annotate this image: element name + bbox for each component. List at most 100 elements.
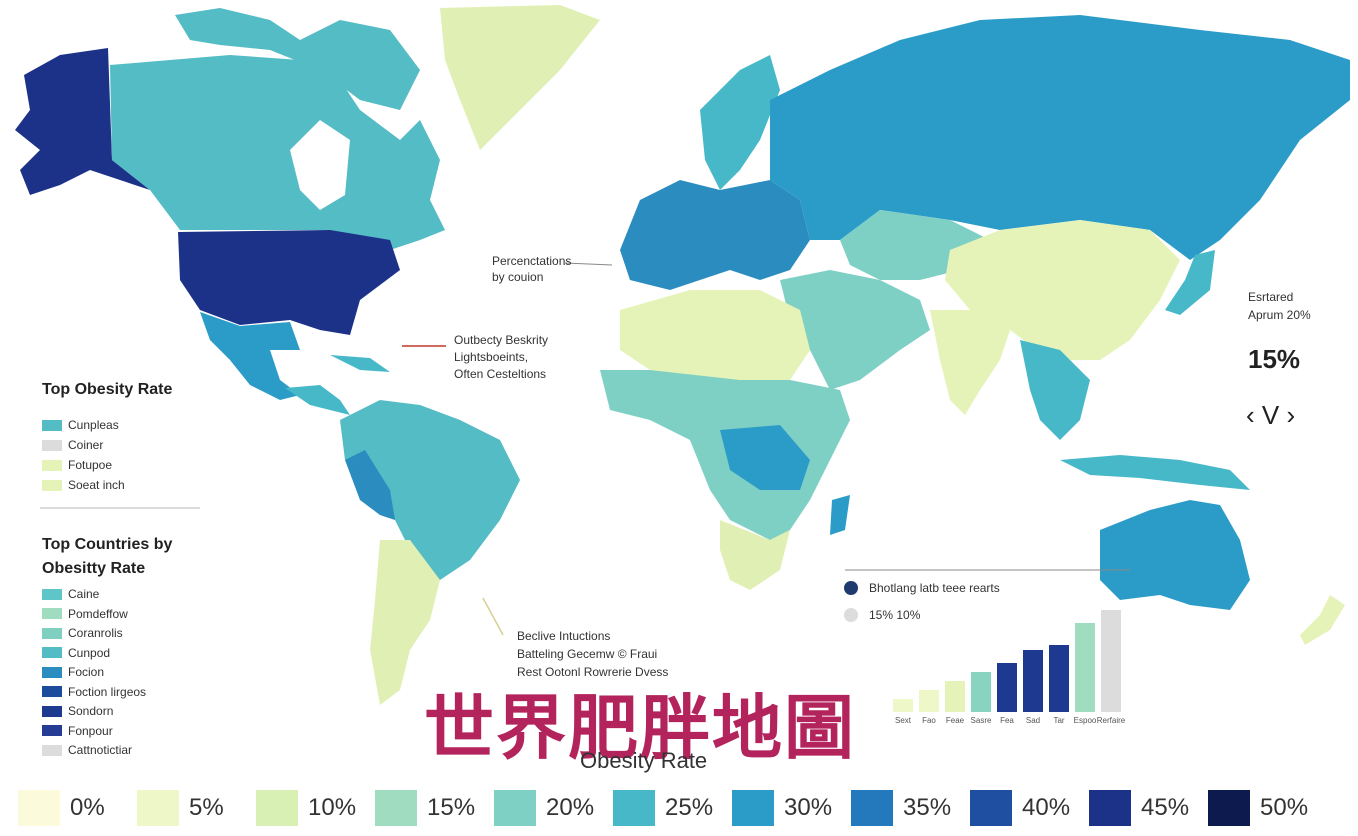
inset-legend-label1: Bhotlang latb teee rearts xyxy=(869,581,1000,595)
region-argentina[interactable] xyxy=(370,540,440,705)
region-mexico[interactable] xyxy=(200,312,300,400)
region-canada[interactable] xyxy=(110,55,445,260)
scale-label: 10% xyxy=(308,794,357,821)
inset-bar xyxy=(997,663,1017,712)
region-new-zealand[interactable] xyxy=(1300,595,1345,645)
scale-cell: 35% xyxy=(851,788,951,828)
right-panel-value: 15% xyxy=(1248,344,1301,374)
inset-bar xyxy=(1049,645,1069,712)
region-peru[interactable] xyxy=(345,450,395,520)
inset-bar xyxy=(1101,610,1121,712)
legend-label: Fonpour xyxy=(68,723,113,738)
scale-cell: 20% xyxy=(494,788,594,828)
region-southern-africa[interactable] xyxy=(720,520,790,590)
scale-cell: 15% xyxy=(375,788,475,828)
annotation-bottom-line1: Beclive Intuctions xyxy=(517,629,611,643)
legend-item: Foction lirgeos xyxy=(42,685,146,699)
legend-label: Coranrolis xyxy=(68,626,123,640)
inset-bar-label: Sext xyxy=(894,716,911,725)
region-middle-east[interactable] xyxy=(780,270,930,390)
annotation-bottom-line3: Rest Ootonl Rowrerie Dvess xyxy=(517,665,669,679)
legend-item: Coranrolis xyxy=(42,626,123,640)
region-canada-islands[interactable] xyxy=(175,8,420,110)
scale-swatch xyxy=(137,790,179,826)
inset-bar-label: Tar xyxy=(1053,716,1065,725)
region-united-states[interactable] xyxy=(178,230,400,335)
region-caribbean[interactable] xyxy=(330,355,390,372)
scale-cell: 0% xyxy=(18,788,105,828)
scale-title: Obesity Rate xyxy=(580,748,708,773)
annotation-percentages-line1: Percenctations xyxy=(492,254,572,268)
inset-bar-label: Fao xyxy=(922,716,936,725)
legend-label: Foction lirgeos xyxy=(68,684,147,699)
legend-swatch xyxy=(42,725,62,736)
legend-label: Cunpleas xyxy=(68,418,119,432)
region-china[interactable] xyxy=(945,220,1180,360)
legend-item: Cunpleas xyxy=(42,418,119,432)
color-scale-legend: 0% 5% 10% 15% 20% 25% 30% 35% 40% 45% 50% xyxy=(18,788,1348,828)
region-south-america-north[interactable] xyxy=(340,400,520,580)
region-alaska[interactable] xyxy=(15,48,150,195)
inset-bar xyxy=(893,698,913,712)
legend-label: Cunpod xyxy=(68,645,111,660)
scale-label: 0% xyxy=(70,794,105,821)
region-europe[interactable] xyxy=(620,180,810,290)
left-panel-title2a: Top Countries by xyxy=(42,536,173,553)
right-panel-label2: Aprum 20% xyxy=(1248,308,1311,322)
inset-bar-label: Fea xyxy=(1000,716,1014,725)
region-japan[interactable] xyxy=(1165,250,1215,315)
scale-swatch xyxy=(851,790,893,826)
region-russia[interactable] xyxy=(770,15,1350,260)
annotation-obesity-line3: Often Cesteltions xyxy=(454,367,547,381)
legend-swatch xyxy=(42,479,62,491)
legend-item: Fonpour xyxy=(42,724,113,738)
scale-swatch xyxy=(732,790,774,826)
scale-swatch xyxy=(256,790,298,826)
annotation-obesity-line2: Lightsboeints, xyxy=(454,350,529,364)
legend-swatch xyxy=(42,686,62,697)
inset-bar xyxy=(919,689,939,712)
left-panel-title2b: Obesitty Rate xyxy=(42,560,146,577)
scale-label: 45% xyxy=(1141,794,1190,821)
legend-label: Focion xyxy=(68,665,105,679)
legend-item: Fotupoe xyxy=(42,458,112,472)
region-central-africa[interactable] xyxy=(720,425,810,490)
legend-label: Caine xyxy=(68,587,100,601)
region-central-america[interactable] xyxy=(285,385,350,415)
region-madagascar[interactable] xyxy=(830,495,850,535)
region-greenland[interactable] xyxy=(440,5,600,150)
region-north-africa[interactable] xyxy=(620,290,810,380)
region-scandinavia[interactable] xyxy=(700,55,780,190)
region-southeast-asia[interactable] xyxy=(1020,340,1090,440)
scale-swatch xyxy=(494,790,536,826)
scale-swatch xyxy=(375,790,417,826)
inset-legend-dot-light xyxy=(844,608,858,622)
scale-cell: 50% xyxy=(1208,788,1308,828)
legend-label: Soeat inch xyxy=(68,478,125,492)
scale-swatch xyxy=(613,790,655,826)
annotation-line-bottom xyxy=(482,597,504,636)
inset-bar-label: Sasre xyxy=(970,716,992,725)
scale-label: 50% xyxy=(1260,794,1309,821)
legend-swatch xyxy=(42,588,62,600)
scale-cell: 45% xyxy=(1089,788,1189,828)
legend-label: Sondorn xyxy=(68,704,114,718)
annotation-percentages-line2: by couion xyxy=(492,270,544,284)
legend-swatch xyxy=(42,627,62,639)
scale-swatch xyxy=(1089,790,1131,826)
region-africa[interactable] xyxy=(600,370,850,540)
inset-bar xyxy=(945,680,965,712)
annotation-line-percentages xyxy=(564,262,613,266)
region-india[interactable] xyxy=(930,310,1010,415)
right-panel-nav[interactable]: ‹ V › xyxy=(1246,400,1296,430)
legend-swatch xyxy=(42,419,62,431)
legend-label: Cattnotictiar xyxy=(68,743,133,757)
region-australia[interactable] xyxy=(1100,500,1250,610)
legend-item: Focion xyxy=(42,665,104,679)
scale-swatch xyxy=(18,790,60,826)
scale-swatch xyxy=(970,790,1012,826)
region-indonesia[interactable] xyxy=(1060,455,1250,490)
legend-swatch xyxy=(42,608,62,619)
legend-item: Pomdeffow xyxy=(42,607,128,621)
legend-item: Coiner xyxy=(42,438,103,452)
